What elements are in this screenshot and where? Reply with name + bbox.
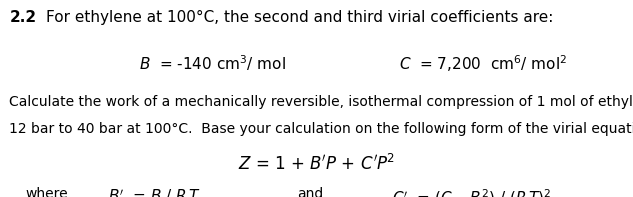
- Text: where: where: [25, 187, 68, 197]
- Text: 2.2: 2.2: [9, 10, 37, 25]
- Text: 12 bar to 40 bar at 100°C.  Base your calculation on the following form of the v: 12 bar to 40 bar at 100°C. Base your cal…: [9, 122, 633, 136]
- Text: $\it{C}$  = 7,200  cm$^6$/ mol$^2$: $\it{C}$ = 7,200 cm$^6$/ mol$^2$: [399, 53, 567, 74]
- Text: Calculate the work of a mechanically reversible, isothermal compression of 1 mol: Calculate the work of a mechanically rev…: [9, 95, 633, 109]
- Text: $\it{B}$  = -140 cm$^3$/ mol: $\it{B}$ = -140 cm$^3$/ mol: [139, 53, 286, 73]
- Text: For ethylene at 100°C, the second and third virial coefficients are:: For ethylene at 100°C, the second and th…: [46, 10, 553, 25]
- Text: $\it{Z}$ = 1 + $\it{B'P}$ + $\it{C'P}$$^2$: $\it{Z}$ = 1 + $\it{B'P}$ + $\it{C'P}$$^…: [238, 154, 395, 174]
- Text: and: and: [298, 187, 323, 197]
- Text: $\it{C'}$  = $(\it{C} - \it{B}^2)$ / $(\it{R}\,\it{T})^2$: $\it{C'}$ = $(\it{C} - \it{B}^2)$ / $(\i…: [392, 187, 552, 197]
- Text: $\it{B'}$  = $\it{B}$ / $\it{R}\,\it{T}$: $\it{B'}$ = $\it{B}$ / $\it{R}\,\it{T}$: [108, 187, 201, 197]
